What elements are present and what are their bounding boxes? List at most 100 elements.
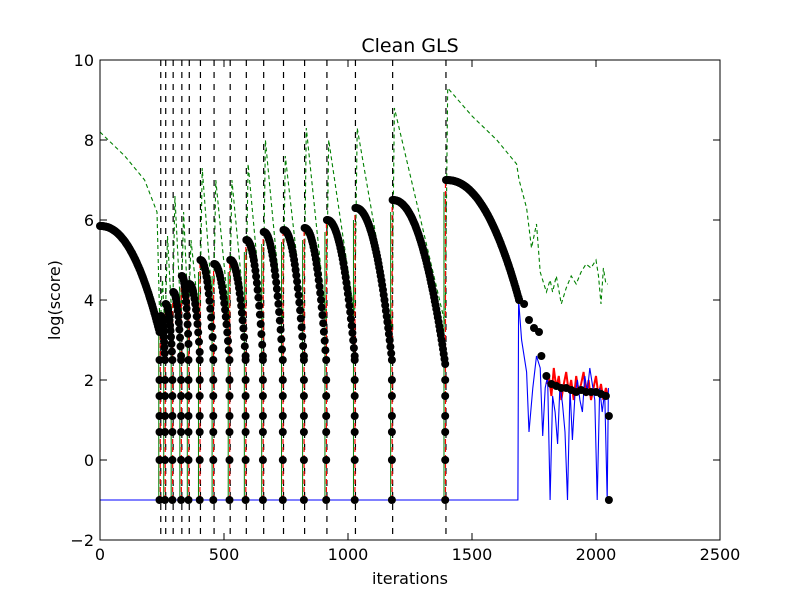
marker-point	[220, 299, 229, 308]
marker-point	[537, 352, 546, 360]
marker-point	[322, 496, 331, 504]
marker-point	[258, 340, 267, 349]
marker-point	[236, 295, 245, 304]
marker-point	[441, 496, 450, 504]
marker-point	[278, 428, 287, 436]
marker-point	[270, 266, 279, 275]
marker-point	[251, 266, 260, 275]
marker-point	[387, 428, 396, 436]
marker-point	[254, 293, 263, 302]
marker-point	[155, 496, 164, 504]
marker-point	[299, 428, 308, 436]
marker-point	[384, 330, 393, 338]
marker-point	[293, 284, 302, 293]
marker-point	[542, 372, 551, 380]
marker-point	[177, 392, 186, 400]
marker-point	[225, 496, 234, 504]
marker-point	[299, 356, 308, 364]
marker-point	[258, 456, 267, 464]
marker-point	[278, 376, 287, 384]
marker-point	[278, 392, 287, 400]
marker-point	[168, 496, 177, 504]
marker-point	[225, 412, 234, 420]
marker-point	[299, 496, 308, 504]
marker-point	[241, 496, 250, 504]
x-axis-label: iterations	[372, 569, 448, 588]
marker-point	[241, 392, 250, 400]
marker-point	[292, 271, 301, 280]
marker-point	[209, 356, 218, 364]
marker-point	[322, 456, 331, 464]
y-tick-label: −2	[70, 531, 94, 550]
blue-series	[100, 299, 609, 501]
x-tick-label: 2500	[700, 545, 741, 564]
marker-point	[168, 456, 177, 464]
marker-point	[239, 324, 248, 333]
marker-point	[387, 349, 396, 358]
marker-point	[258, 376, 267, 384]
y-tick-label: 10	[74, 51, 94, 70]
marker-point	[155, 428, 164, 436]
marker-point	[167, 332, 175, 341]
marker-point	[278, 356, 287, 364]
chart-title: Clean GLS	[361, 35, 458, 57]
marker-point	[209, 344, 218, 352]
marker-point	[241, 356, 250, 364]
marker-point	[299, 456, 308, 464]
marker-point	[387, 376, 396, 384]
blue-line	[100, 299, 609, 501]
y-axis-label: log(score)	[45, 260, 64, 340]
marker-point	[225, 456, 234, 464]
marker-point	[182, 304, 191, 313]
marker-point	[155, 392, 164, 400]
marker-point	[240, 333, 249, 341]
marker-point	[183, 320, 192, 329]
marker-point	[278, 412, 287, 420]
marker-point	[258, 392, 267, 400]
marker-point	[209, 428, 218, 436]
green-dashed-line	[99, 86, 608, 333]
marker-point	[386, 342, 395, 351]
marker-point	[350, 428, 359, 436]
marker-point	[350, 412, 359, 420]
marker-point	[168, 356, 177, 364]
marker-point	[181, 291, 190, 300]
marker-point	[315, 282, 324, 291]
marker-point	[441, 428, 450, 436]
marker-point	[255, 310, 264, 319]
marker-point	[314, 276, 323, 285]
marker-point	[177, 428, 186, 436]
marker-point	[384, 324, 393, 332]
marker-point	[253, 285, 262, 294]
marker-point	[168, 392, 177, 400]
marker-point	[278, 345, 286, 354]
marker-point	[272, 278, 281, 287]
marker-point	[184, 376, 193, 384]
marker-point	[221, 312, 230, 321]
marker-point	[258, 496, 267, 504]
marker-point	[322, 356, 331, 364]
marker-point	[209, 456, 218, 464]
marker-point	[205, 296, 214, 305]
marker-point	[278, 496, 287, 504]
marker-point	[167, 339, 176, 348]
marker-point	[299, 376, 308, 384]
y-tick-label: 8	[84, 131, 94, 150]
x-tick-label: 0	[95, 545, 105, 564]
marker-point	[525, 316, 533, 324]
marker-point	[176, 342, 185, 351]
marker-point	[296, 314, 305, 323]
marker-point	[346, 314, 355, 323]
marker-point	[387, 496, 396, 504]
marker-point	[274, 299, 283, 308]
marker-point	[195, 348, 204, 356]
marker-point	[177, 456, 186, 464]
marker-point	[155, 376, 164, 384]
marker-point	[177, 356, 186, 364]
marker-point	[184, 356, 193, 364]
marker-point	[209, 496, 218, 504]
marker-point	[224, 337, 232, 345]
marker-point	[193, 320, 202, 328]
x-tick-label: 2000	[576, 545, 617, 564]
marker-point	[182, 297, 191, 306]
